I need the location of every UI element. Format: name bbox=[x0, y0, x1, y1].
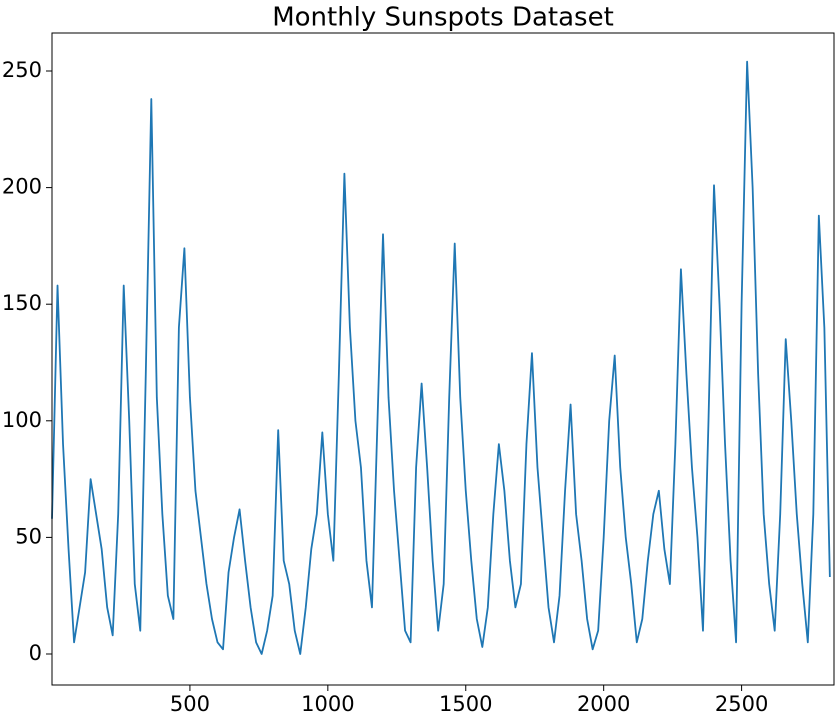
y-tick-label: 150 bbox=[2, 291, 42, 315]
y-tick-label: 250 bbox=[2, 58, 42, 82]
y-tick-label: 0 bbox=[29, 641, 42, 665]
y-tick-label: 50 bbox=[15, 524, 42, 548]
x-tick-label: 2000 bbox=[577, 692, 630, 716]
x-tick-label: 1000 bbox=[301, 692, 354, 716]
plot-frame bbox=[51, 32, 835, 686]
x-tick-label: 2500 bbox=[715, 692, 768, 716]
y-tick-label: 100 bbox=[2, 408, 42, 432]
y-tick-label: 200 bbox=[2, 175, 42, 199]
chart-title: Monthly Sunspots Dataset bbox=[272, 3, 614, 33]
x-tick-label: 500 bbox=[170, 692, 210, 716]
data-line bbox=[51, 60, 831, 655]
x-tick-label: 1500 bbox=[439, 692, 492, 716]
